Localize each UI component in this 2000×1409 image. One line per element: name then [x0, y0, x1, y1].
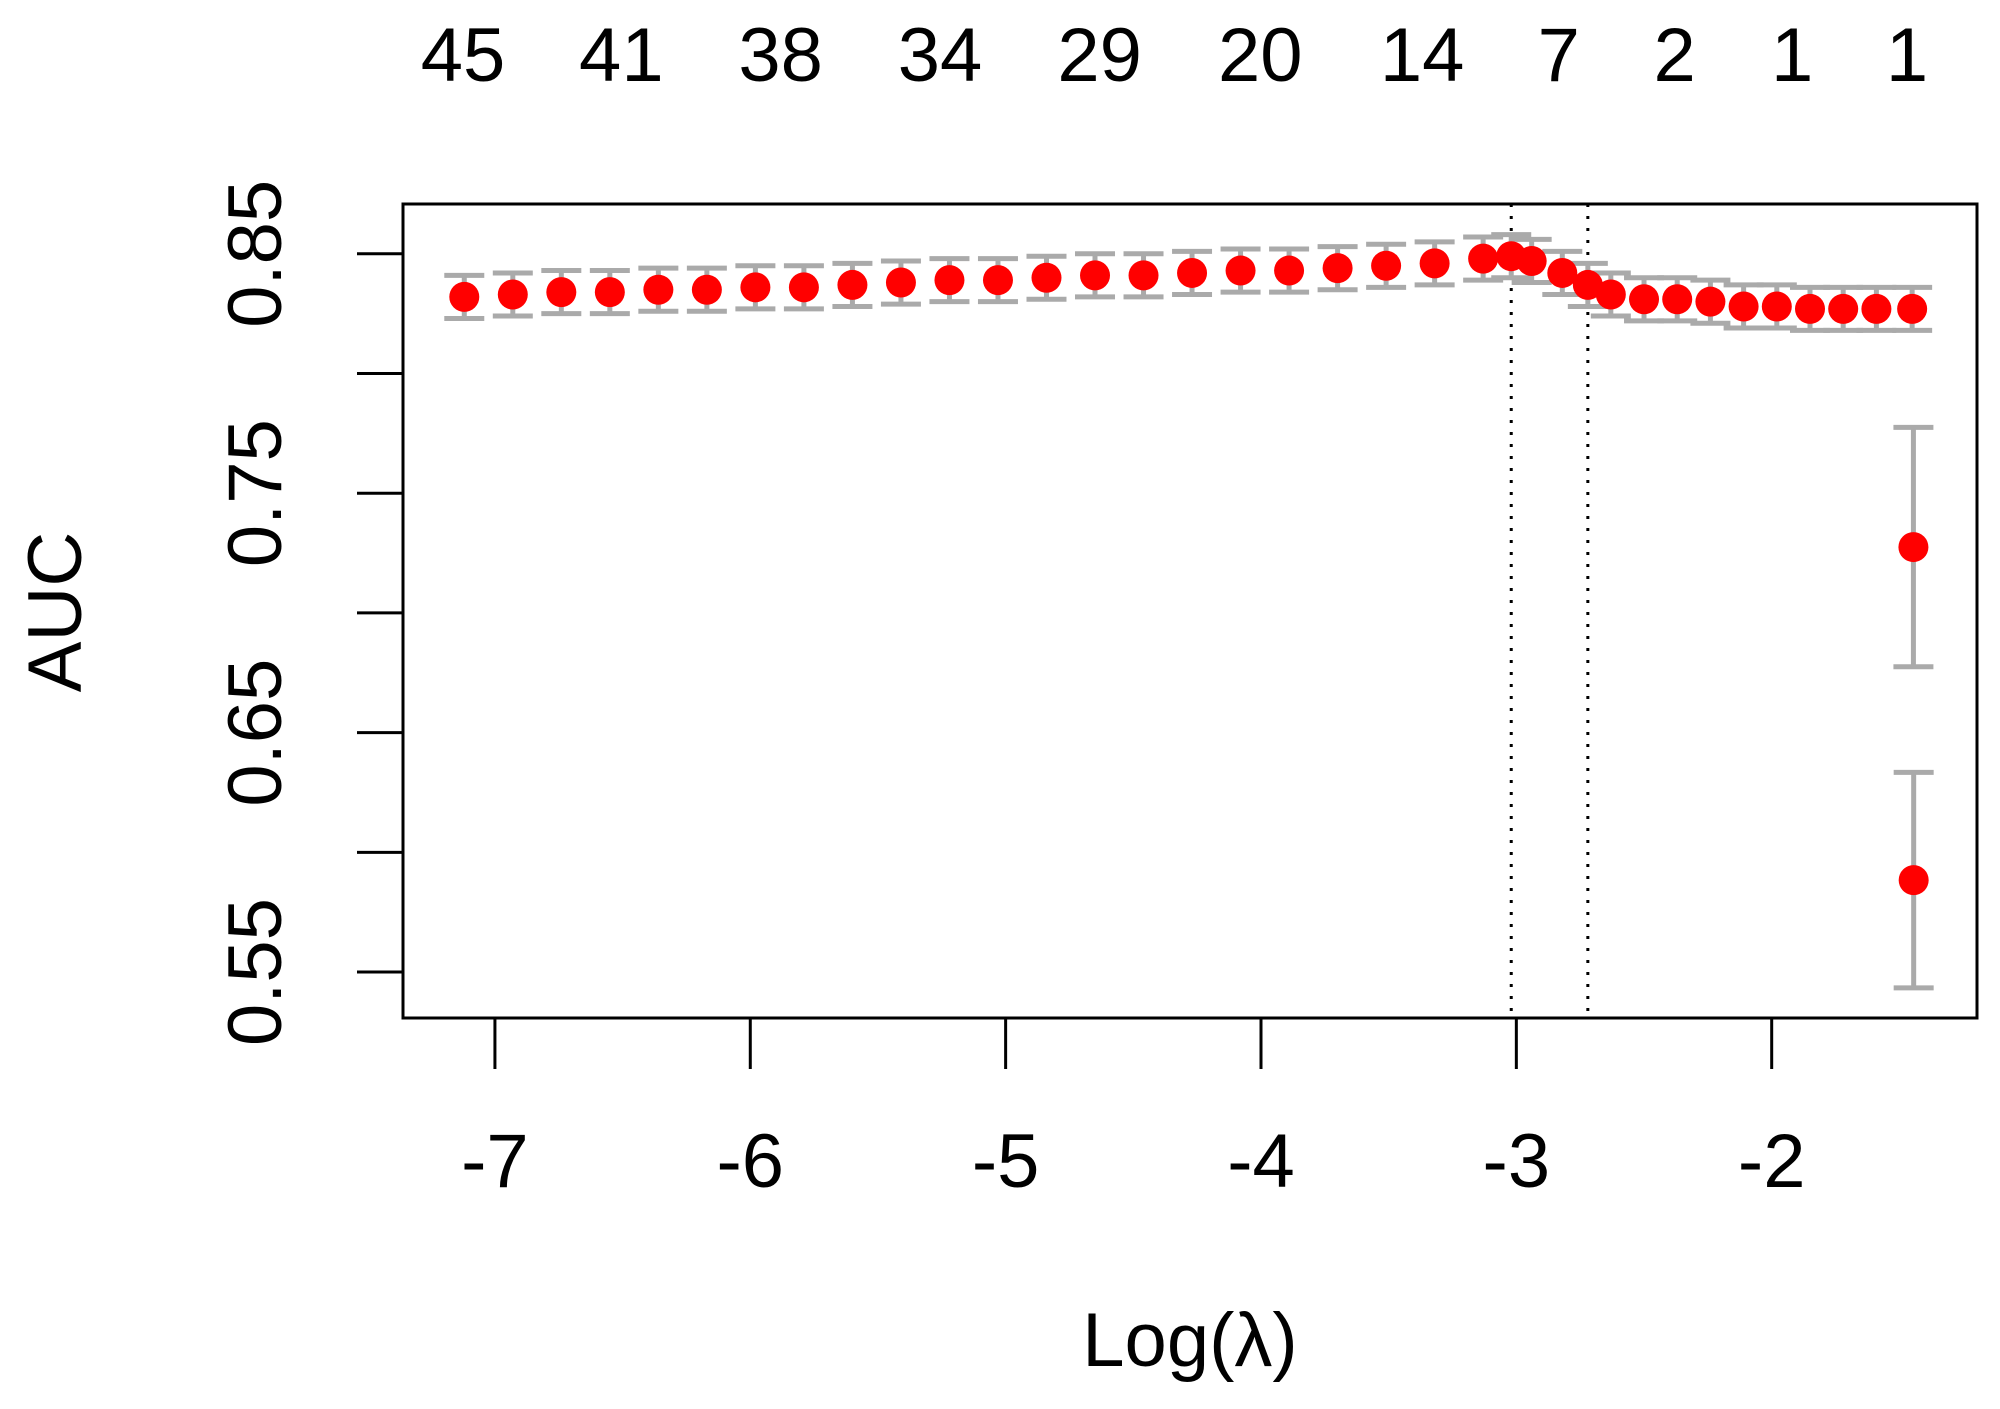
point: [1898, 532, 1929, 563]
top-tick-label: 45: [421, 13, 506, 98]
point: [1728, 291, 1759, 322]
point: [1516, 245, 1547, 276]
point: [1468, 243, 1499, 274]
point: [788, 272, 819, 303]
top-tick-label: 29: [1057, 13, 1142, 98]
point: [1419, 248, 1450, 279]
x-axis-title: Log(λ): [1082, 1298, 1297, 1383]
top-tick-label: 1: [1886, 13, 1928, 98]
top-tick-label: 34: [898, 13, 983, 98]
y-tick-label: 0.85: [213, 180, 298, 328]
point: [1572, 269, 1603, 300]
point: [594, 277, 625, 308]
top-tick-label: 41: [579, 13, 664, 98]
point: [1371, 250, 1402, 281]
point: [1898, 865, 1929, 896]
point: [1861, 293, 1892, 324]
point: [449, 281, 480, 312]
x-tick-label: -2: [1738, 1119, 1806, 1204]
x-tick-label: -4: [1227, 1119, 1295, 1204]
point: [885, 267, 916, 298]
plot-frame: [401, 202, 1979, 1020]
point: [1794, 293, 1825, 324]
x-tick-label: -3: [1483, 1119, 1551, 1204]
point: [1897, 293, 1928, 324]
point: [1629, 284, 1660, 315]
x-tick-label: -5: [972, 1119, 1040, 1204]
point: [1274, 255, 1305, 286]
point: [643, 274, 674, 305]
point: [1080, 260, 1111, 291]
top-tick-label: 38: [738, 13, 823, 98]
point: [1031, 262, 1062, 293]
point: [1761, 291, 1792, 322]
point: [1128, 260, 1159, 291]
top-tick-label: 7: [1538, 13, 1580, 98]
point: [982, 265, 1013, 296]
point: [1595, 279, 1626, 310]
x-tick-label: -6: [716, 1119, 784, 1204]
point: [1828, 293, 1859, 324]
point: [1177, 257, 1208, 288]
top-tick-label: 2: [1654, 13, 1696, 98]
point: [934, 265, 965, 296]
top-tick-label: 14: [1380, 13, 1465, 98]
point: [1695, 286, 1726, 317]
point: [1547, 257, 1578, 288]
point: [740, 272, 771, 303]
y-axis-title: AUC: [13, 532, 98, 692]
x-tick-label: -7: [461, 1119, 529, 1204]
point: [497, 279, 528, 310]
point: [1225, 255, 1256, 286]
y-tick-label: 0.55: [213, 898, 298, 1046]
point: [837, 269, 868, 300]
point: [1662, 284, 1693, 315]
point: [691, 274, 722, 305]
point: [546, 277, 577, 308]
y-tick-label: 0.75: [213, 419, 298, 567]
top-tick-label: 20: [1218, 13, 1303, 98]
y-tick-label: 0.65: [213, 659, 298, 807]
point: [1322, 253, 1353, 284]
top-tick-label: 1: [1771, 13, 1813, 98]
